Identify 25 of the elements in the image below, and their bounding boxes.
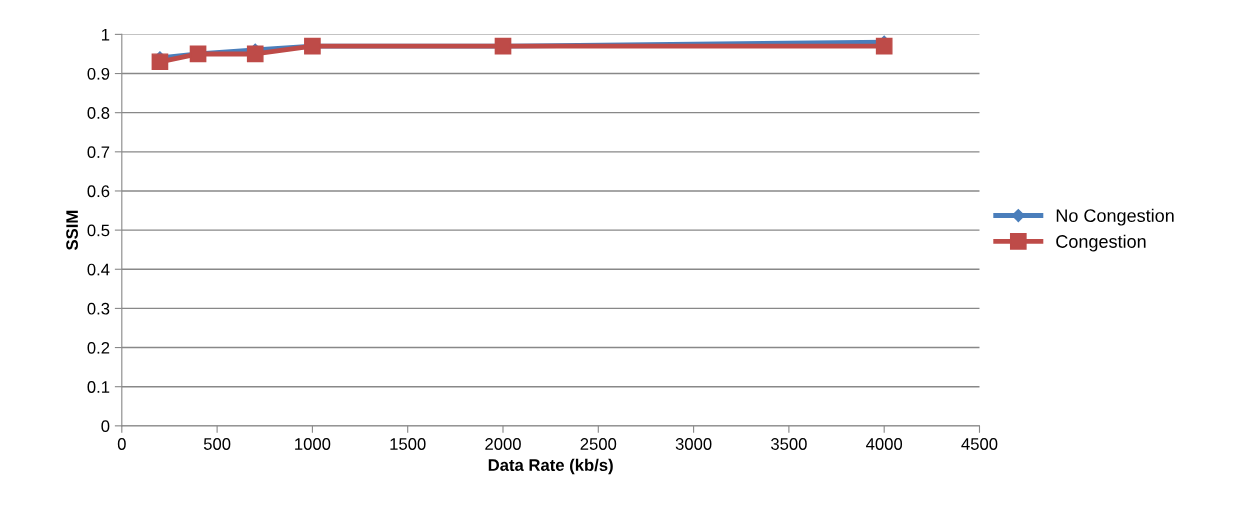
y-tick-label: 0.3 bbox=[87, 302, 110, 315]
x-tick-label: 1500 bbox=[390, 438, 426, 450]
y-tick-label: 0.6 bbox=[87, 185, 110, 198]
y-tick-label: 1 bbox=[102, 28, 110, 41]
x-tick-label: 4500 bbox=[961, 438, 998, 450]
x-tick-label: 4000 bbox=[866, 438, 903, 450]
x-tick-label: 3500 bbox=[770, 438, 807, 450]
y-tick-label: 0.8 bbox=[87, 107, 110, 119]
x-tick-label: 0 bbox=[117, 438, 126, 450]
y-tick-label: 0.1 bbox=[87, 381, 110, 393]
x-tick-label: 2500 bbox=[580, 438, 617, 450]
y-tick-label: 0.7 bbox=[87, 146, 110, 159]
y-tick-label: 0 bbox=[101, 420, 110, 433]
x-tick-label: 500 bbox=[203, 438, 231, 450]
y-axis-title: SSIM bbox=[66, 210, 78, 251]
x-tick-label: 1000 bbox=[295, 438, 331, 450]
legend-label: No Congestion bbox=[1056, 208, 1174, 226]
y-tick-label: 0.5 bbox=[87, 224, 110, 237]
y-tick-label: 0.9 bbox=[87, 67, 110, 80]
y-tick-label: 0.2 bbox=[87, 341, 110, 354]
x-tick-label: 2000 bbox=[485, 438, 521, 450]
y-tick-label: 0.4 bbox=[87, 263, 110, 276]
x-tick-label: 3000 bbox=[675, 438, 712, 450]
x-axis-title: Data Rate (kb/s) bbox=[488, 458, 613, 475]
legend-label: Congestion bbox=[1056, 234, 1146, 252]
